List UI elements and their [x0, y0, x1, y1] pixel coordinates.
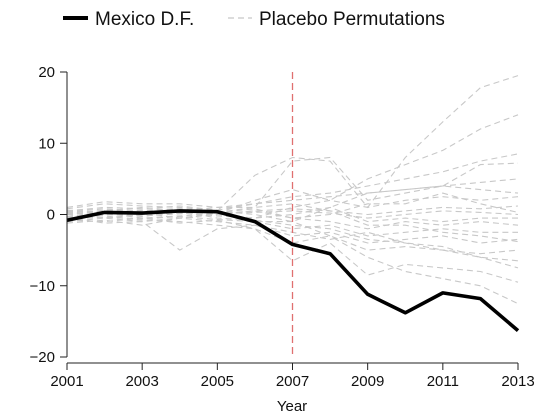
x-tick-label: 2011	[427, 373, 459, 390]
y-tick-label: 10	[38, 135, 55, 152]
x-tick-label: 2005	[201, 373, 234, 390]
placebo-line-20	[66, 192, 519, 219]
x-tick-label: 2003	[125, 373, 158, 390]
placebo-line-15	[66, 209, 519, 262]
placebo-line-13	[66, 217, 519, 244]
placebo-line-5	[66, 178, 519, 223]
placebo-line-19	[66, 201, 519, 243]
x-tick-label: 2009	[351, 373, 384, 390]
y-tick-label: −20	[30, 349, 55, 366]
y-tick-label: −10	[30, 278, 55, 295]
y-tick-label: 0	[47, 207, 55, 224]
x-tick-label: 2007	[276, 373, 309, 390]
axes: 20 10 0 −10 −20 2001 2003 2005 2007 2009 2011 2013	[30, 64, 535, 390]
x-axis-title: Year	[277, 398, 307, 415]
y-tick-label: 20	[38, 64, 55, 81]
placebo-line-10	[66, 206, 518, 223]
legend: Mexico D.F. Placebo Permutations	[63, 9, 445, 30]
legend-label-placebo: Placebo Permutations	[259, 9, 445, 30]
x-tick-label: 2001	[50, 373, 83, 390]
placebo-line-4	[66, 156, 519, 219]
placebo-line-7	[66, 196, 519, 219]
placebo-line-3	[66, 153, 519, 212]
series-line-mexico-df	[66, 209, 520, 332]
legend-label-mexico-df: Mexico D.F.	[95, 9, 194, 30]
mexico-df-layer	[66, 209, 520, 332]
placebo-line-17	[66, 212, 519, 283]
x-tick-label: 2013	[501, 373, 534, 390]
